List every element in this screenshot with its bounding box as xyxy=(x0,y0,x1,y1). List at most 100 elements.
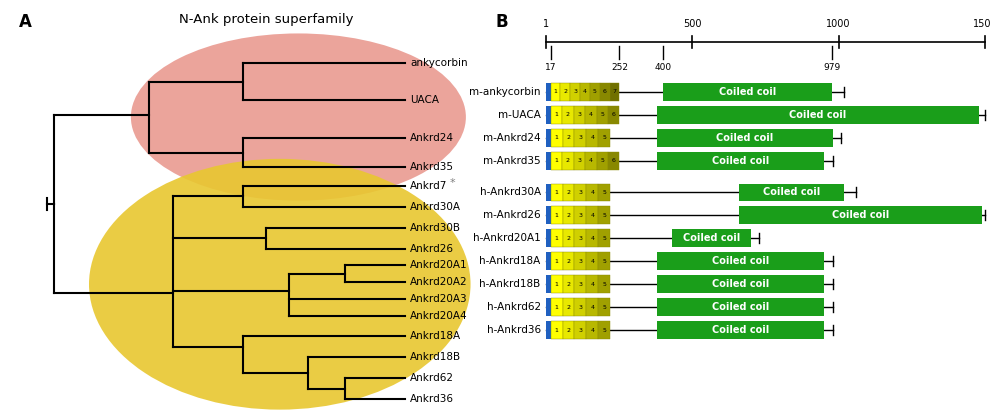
Text: 252: 252 xyxy=(611,63,628,72)
FancyBboxPatch shape xyxy=(663,83,833,101)
Text: 5: 5 xyxy=(602,190,606,195)
FancyBboxPatch shape xyxy=(608,106,620,124)
Text: *: * xyxy=(449,178,455,188)
FancyBboxPatch shape xyxy=(657,106,979,124)
Text: 1: 1 xyxy=(553,89,557,94)
Text: 6: 6 xyxy=(612,158,616,163)
FancyBboxPatch shape xyxy=(550,206,562,224)
Text: 2: 2 xyxy=(566,112,570,117)
FancyBboxPatch shape xyxy=(545,106,550,124)
FancyBboxPatch shape xyxy=(545,298,550,316)
Text: A: A xyxy=(19,13,32,31)
FancyBboxPatch shape xyxy=(574,229,586,247)
FancyBboxPatch shape xyxy=(545,206,550,224)
FancyBboxPatch shape xyxy=(562,152,573,170)
FancyBboxPatch shape xyxy=(550,129,562,147)
Text: 4: 4 xyxy=(590,305,594,310)
FancyBboxPatch shape xyxy=(562,298,574,316)
FancyBboxPatch shape xyxy=(586,129,598,147)
Text: 1: 1 xyxy=(554,213,558,218)
FancyBboxPatch shape xyxy=(545,275,550,293)
Text: UACA: UACA xyxy=(410,95,439,105)
FancyBboxPatch shape xyxy=(570,83,580,101)
Ellipse shape xyxy=(131,33,466,201)
FancyBboxPatch shape xyxy=(597,152,608,170)
Text: 2: 2 xyxy=(566,282,570,287)
Text: 1: 1 xyxy=(554,328,558,333)
Text: 4: 4 xyxy=(590,259,594,264)
Text: Ankrd20A4: Ankrd20A4 xyxy=(410,311,467,321)
FancyBboxPatch shape xyxy=(586,206,598,224)
Text: 3: 3 xyxy=(578,135,582,140)
FancyBboxPatch shape xyxy=(545,83,550,101)
Text: 3: 3 xyxy=(573,89,577,94)
Text: h-Ankrd36: h-Ankrd36 xyxy=(486,325,541,335)
Text: m-Ankrd26: m-Ankrd26 xyxy=(483,210,541,220)
Text: 2: 2 xyxy=(566,190,570,195)
FancyBboxPatch shape xyxy=(600,83,610,101)
Text: Ankrd30B: Ankrd30B xyxy=(410,223,461,233)
Text: 1: 1 xyxy=(554,190,558,195)
Text: 5: 5 xyxy=(602,213,606,218)
FancyBboxPatch shape xyxy=(550,184,562,201)
Text: h-Ankrd62: h-Ankrd62 xyxy=(486,302,541,312)
Text: Ankrd36: Ankrd36 xyxy=(410,394,454,404)
FancyBboxPatch shape xyxy=(562,129,574,147)
FancyBboxPatch shape xyxy=(598,321,610,339)
Text: Ankrd18A: Ankrd18A xyxy=(410,331,461,342)
Text: Coiled coil: Coiled coil xyxy=(712,325,769,335)
FancyBboxPatch shape xyxy=(545,321,550,339)
Text: 1: 1 xyxy=(554,282,558,287)
FancyBboxPatch shape xyxy=(562,321,574,339)
FancyBboxPatch shape xyxy=(739,206,982,224)
Text: 1: 1 xyxy=(554,112,558,117)
FancyBboxPatch shape xyxy=(545,152,550,170)
FancyBboxPatch shape xyxy=(562,275,574,293)
Text: Ankrd20A3: Ankrd20A3 xyxy=(410,294,467,304)
FancyBboxPatch shape xyxy=(562,184,574,201)
Text: Coiled coil: Coiled coil xyxy=(712,302,769,312)
FancyBboxPatch shape xyxy=(597,106,608,124)
FancyBboxPatch shape xyxy=(598,206,610,224)
FancyBboxPatch shape xyxy=(573,152,585,170)
FancyBboxPatch shape xyxy=(562,229,574,247)
FancyBboxPatch shape xyxy=(657,321,824,339)
FancyBboxPatch shape xyxy=(574,298,586,316)
FancyBboxPatch shape xyxy=(550,321,562,339)
Text: 5: 5 xyxy=(602,282,606,287)
Text: m-ankycorbin: m-ankycorbin xyxy=(469,87,541,97)
FancyBboxPatch shape xyxy=(550,152,562,170)
Text: 5: 5 xyxy=(602,236,606,241)
FancyBboxPatch shape xyxy=(671,229,750,247)
Text: 3: 3 xyxy=(578,213,582,218)
Text: Ankrd20A2: Ankrd20A2 xyxy=(410,277,467,287)
Text: Coiled coil: Coiled coil xyxy=(712,156,769,166)
Text: 4: 4 xyxy=(590,328,594,333)
Text: Coiled coil: Coiled coil xyxy=(712,279,769,289)
Text: 1: 1 xyxy=(554,259,558,264)
Text: 4: 4 xyxy=(589,112,593,117)
FancyBboxPatch shape xyxy=(586,275,598,293)
Text: 7: 7 xyxy=(613,89,617,94)
Text: 2: 2 xyxy=(566,328,570,333)
Text: h-Ankrd20A1: h-Ankrd20A1 xyxy=(473,233,541,243)
Text: 3: 3 xyxy=(578,190,582,195)
Text: Ankrd7: Ankrd7 xyxy=(410,181,447,191)
Text: Coiled coil: Coiled coil xyxy=(719,87,776,97)
Text: Coiled coil: Coiled coil xyxy=(716,133,773,143)
FancyBboxPatch shape xyxy=(657,275,824,293)
Text: m-Ankrd35: m-Ankrd35 xyxy=(483,156,541,166)
FancyBboxPatch shape xyxy=(608,152,620,170)
Text: Coiled coil: Coiled coil xyxy=(832,210,889,220)
FancyBboxPatch shape xyxy=(545,184,550,201)
FancyBboxPatch shape xyxy=(598,184,610,201)
Text: 6: 6 xyxy=(603,89,607,94)
Text: Coiled coil: Coiled coil xyxy=(682,233,740,243)
FancyBboxPatch shape xyxy=(574,184,586,201)
FancyBboxPatch shape xyxy=(574,206,586,224)
Text: 2: 2 xyxy=(563,89,567,94)
FancyBboxPatch shape xyxy=(586,298,598,316)
Text: 1: 1 xyxy=(554,236,558,241)
Text: m-UACA: m-UACA xyxy=(498,110,541,120)
FancyBboxPatch shape xyxy=(574,252,586,270)
